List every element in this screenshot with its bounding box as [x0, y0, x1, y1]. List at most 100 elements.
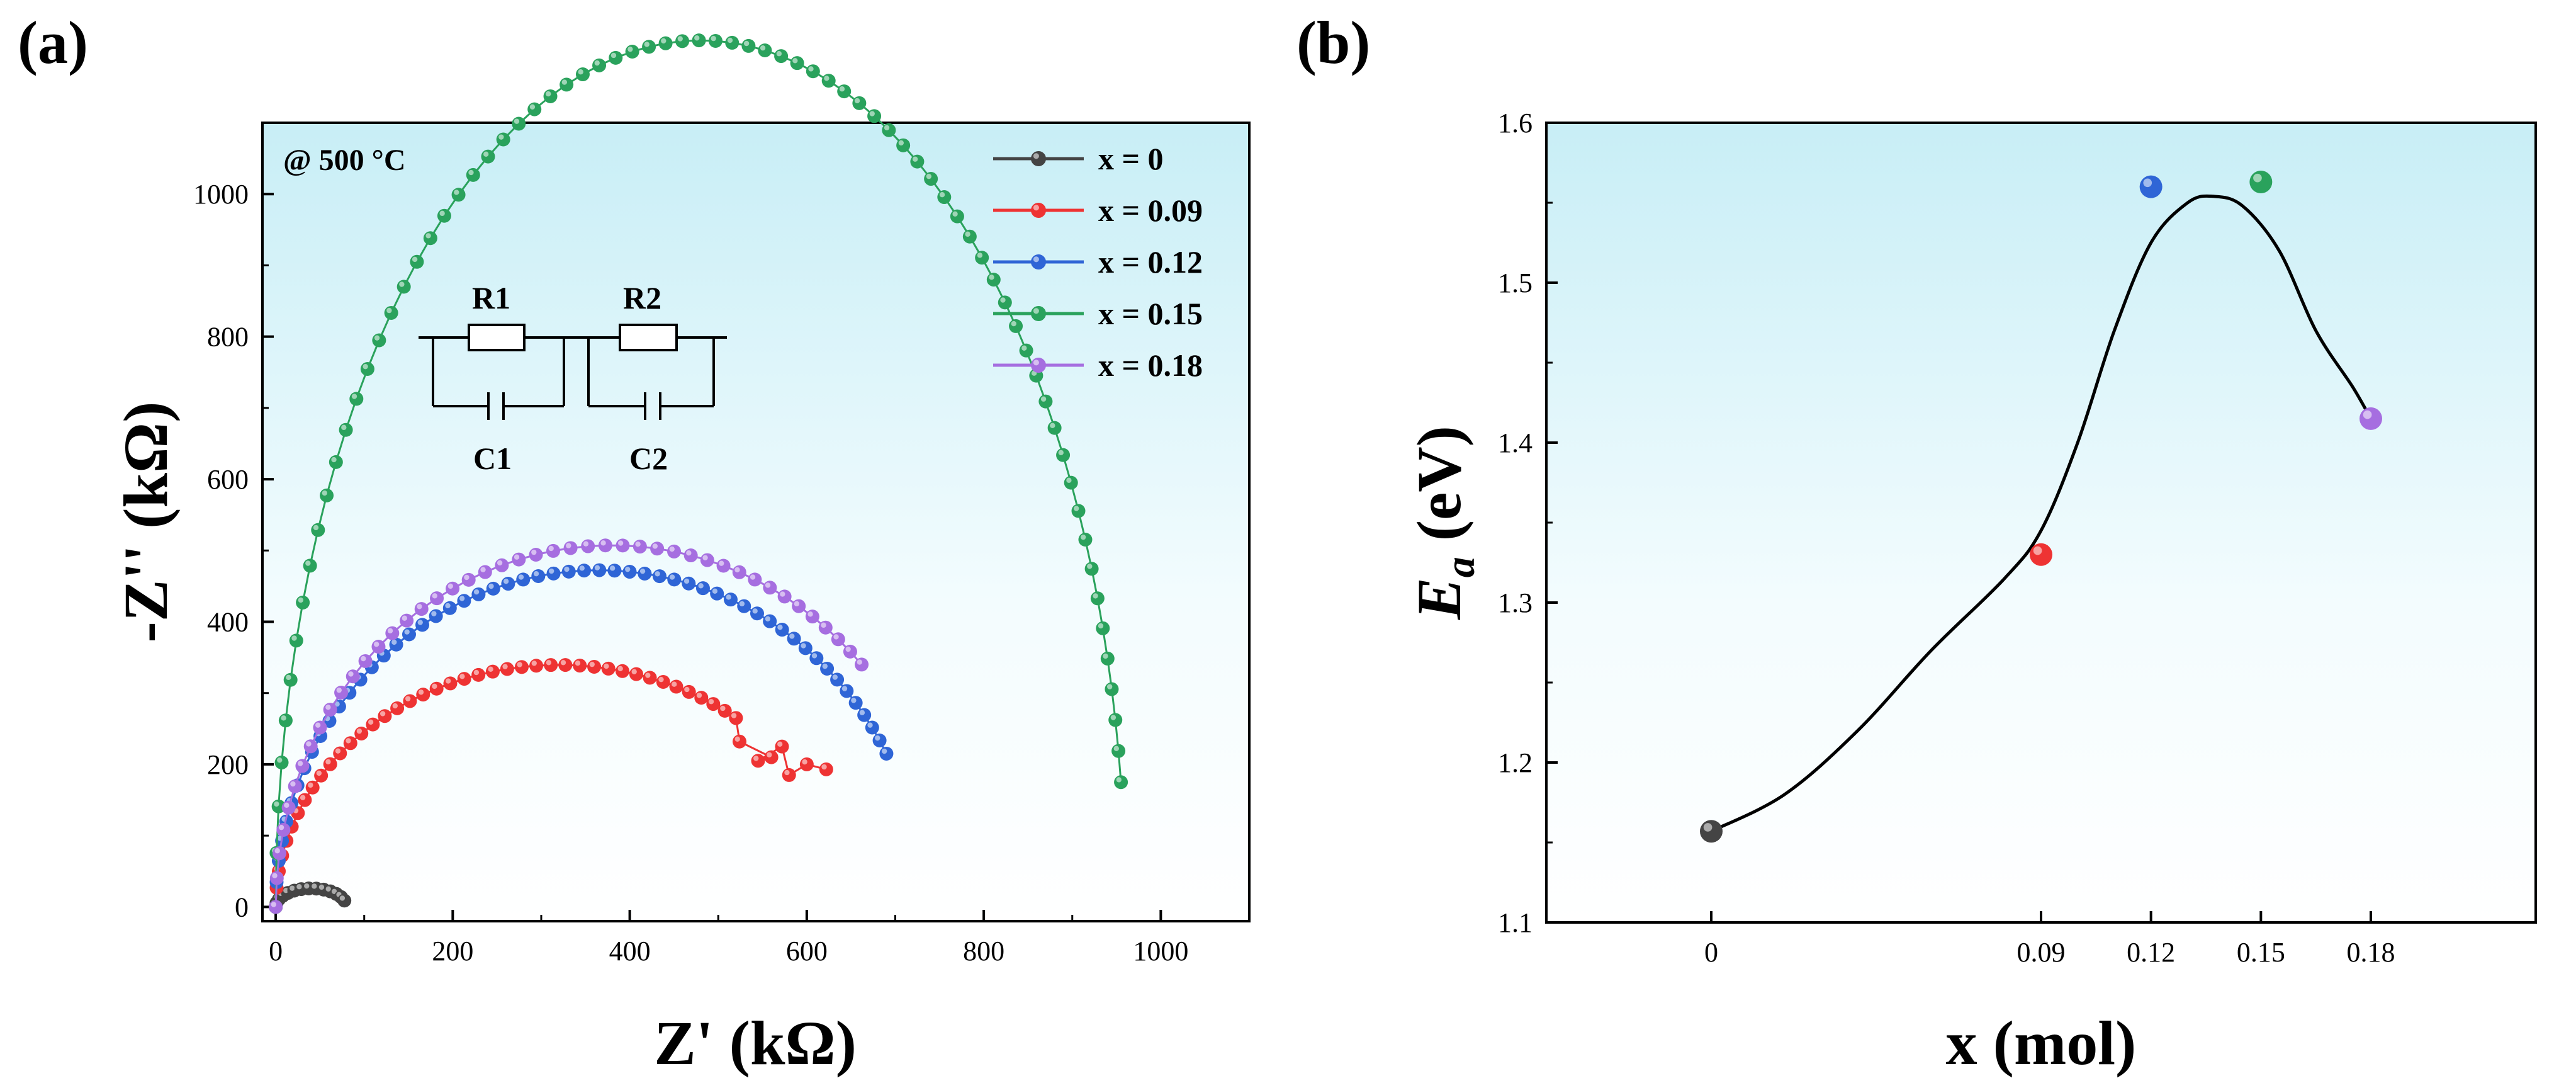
- legend-marker-2: [1031, 254, 1046, 269]
- series-1-point-34-body: [643, 671, 657, 685]
- ea-point-2-body: [2139, 175, 2163, 198]
- series-1-point-49: [819, 762, 833, 776]
- series-3-point-18-highlight: [412, 256, 418, 263]
- ea-point-3-highlight: [2253, 173, 2262, 183]
- series-1-point-20-body: [443, 676, 458, 691]
- series-4-point-15-highlight: [402, 615, 407, 621]
- legend-label-1: x = 0.09: [1098, 193, 1203, 228]
- series-4-point-7-highlight: [306, 741, 312, 747]
- series-3-point-53-highlight: [952, 211, 958, 217]
- series-3-point-10-body: [320, 488, 334, 502]
- series-4-point-34: [716, 559, 731, 573]
- series-4-point-25-highlight: [566, 543, 571, 548]
- series-4-point-13: [371, 640, 386, 654]
- series-3-point-9: [311, 523, 325, 537]
- series-3-point-35: [675, 34, 690, 48]
- series-3-point-32: [625, 45, 639, 59]
- series-4-point-31-body: [667, 544, 682, 559]
- series-2-point-22-body: [471, 587, 486, 601]
- series-1-point-26-highlight: [531, 661, 537, 666]
- series-1-point-7: [298, 793, 312, 807]
- series-2-point-53-highlight: [875, 735, 880, 741]
- series-3-point-44-highlight: [824, 76, 830, 81]
- legend-label-4: x = 0.18: [1098, 348, 1203, 383]
- series-1-point-30: [587, 660, 602, 674]
- series-3-point-44: [821, 74, 836, 88]
- series-2-point-53-body: [872, 733, 887, 747]
- series-3-point-41-body: [774, 49, 789, 64]
- series-4-point-23-body: [529, 547, 543, 562]
- series-3-point-57: [998, 295, 1012, 310]
- series-4-point-43-body: [843, 644, 857, 659]
- series-3-point-24-highlight: [498, 134, 504, 140]
- series-1-point-16-body: [390, 701, 405, 715]
- series-2-point-18: [415, 618, 430, 632]
- series-3-point-17-highlight: [399, 281, 405, 287]
- series-4-point-12: [358, 654, 373, 668]
- series-3-point-16: [384, 305, 398, 320]
- series-1-point-43: [732, 734, 746, 749]
- series-3-point-22: [466, 167, 480, 182]
- series-3-point-37-highlight: [711, 35, 716, 42]
- series-2-point-43: [775, 623, 789, 637]
- series-3-point-50-highlight: [912, 156, 918, 162]
- series-1-point-17-highlight: [405, 696, 411, 701]
- series-3-point-74: [1114, 775, 1128, 790]
- series-4-point-17: [430, 591, 444, 606]
- series-1-point-22: [471, 667, 486, 682]
- x-tick-label-0: 0: [269, 936, 283, 967]
- series-4-point-9: [323, 703, 337, 717]
- series-1-point-37: [682, 684, 696, 699]
- series-2-point-44-highlight: [789, 633, 795, 639]
- series-1-point-14-highlight: [368, 719, 374, 725]
- series-3-point-34: [658, 36, 673, 50]
- series-3-point-28-body: [560, 77, 574, 92]
- b-x-tick-label-0: 0: [1704, 937, 1718, 968]
- series-3-point-31-body: [609, 50, 623, 65]
- series-4-point-3-body: [276, 823, 291, 837]
- series-1-point-49-body: [819, 762, 833, 776]
- series-4-point-29-body: [633, 540, 647, 554]
- series-3-point-25: [512, 116, 526, 131]
- series-3-point-43-body: [806, 64, 820, 79]
- series-1-point-35-body: [656, 675, 670, 689]
- series-3-point-63-highlight: [1058, 450, 1064, 456]
- series-2-point-18-highlight: [417, 620, 423, 625]
- plot-a-background: [262, 123, 1249, 921]
- series-2-point-41-highlight: [752, 608, 758, 614]
- series-1-point-23-body: [485, 664, 500, 679]
- series-1-point-13-body: [354, 726, 369, 740]
- series-3-point-58-highlight: [1011, 320, 1016, 327]
- series-2-point-22: [471, 587, 486, 601]
- series-3-point-52-body: [937, 190, 952, 205]
- series-4-point-36-body: [748, 572, 762, 587]
- series-3-point-25-highlight: [514, 118, 520, 124]
- series-1-point-45-body: [751, 754, 765, 768]
- series-3-point-23: [481, 149, 495, 164]
- series-3-point-28: [560, 77, 574, 92]
- series-3-point-4: [278, 713, 293, 728]
- series-4-point-37-highlight: [765, 582, 771, 588]
- series-4-point-38-body: [777, 589, 792, 604]
- series-4-point-40-body: [805, 610, 819, 624]
- series-2-point-33-body: [638, 567, 652, 581]
- series-4-point-5: [288, 779, 302, 793]
- series-4-point-5-highlight: [290, 781, 296, 787]
- series-2-point-21: [457, 594, 471, 608]
- series-4-point-13-body: [371, 640, 386, 654]
- series-2-point-47: [820, 661, 835, 676]
- series-1-point-17-body: [403, 694, 417, 708]
- series-2-point-25: [516, 572, 531, 587]
- series-2-point-40-body: [737, 599, 751, 613]
- series-2-point-42: [763, 614, 777, 628]
- series-3-point-65: [1071, 504, 1086, 518]
- series-2-point-31-body: [607, 564, 622, 578]
- legend-marker-0-body: [1031, 151, 1046, 166]
- series-2-point-29: [577, 564, 592, 578]
- series-3-point-71-highlight: [1106, 684, 1113, 689]
- legend-entry-2: x = 0.12: [993, 244, 1203, 280]
- series-3-point-40-body: [758, 43, 772, 58]
- series-3-point-12: [339, 422, 353, 437]
- series-3-point-20-body: [437, 208, 451, 223]
- series-2-point-23-body: [486, 581, 500, 596]
